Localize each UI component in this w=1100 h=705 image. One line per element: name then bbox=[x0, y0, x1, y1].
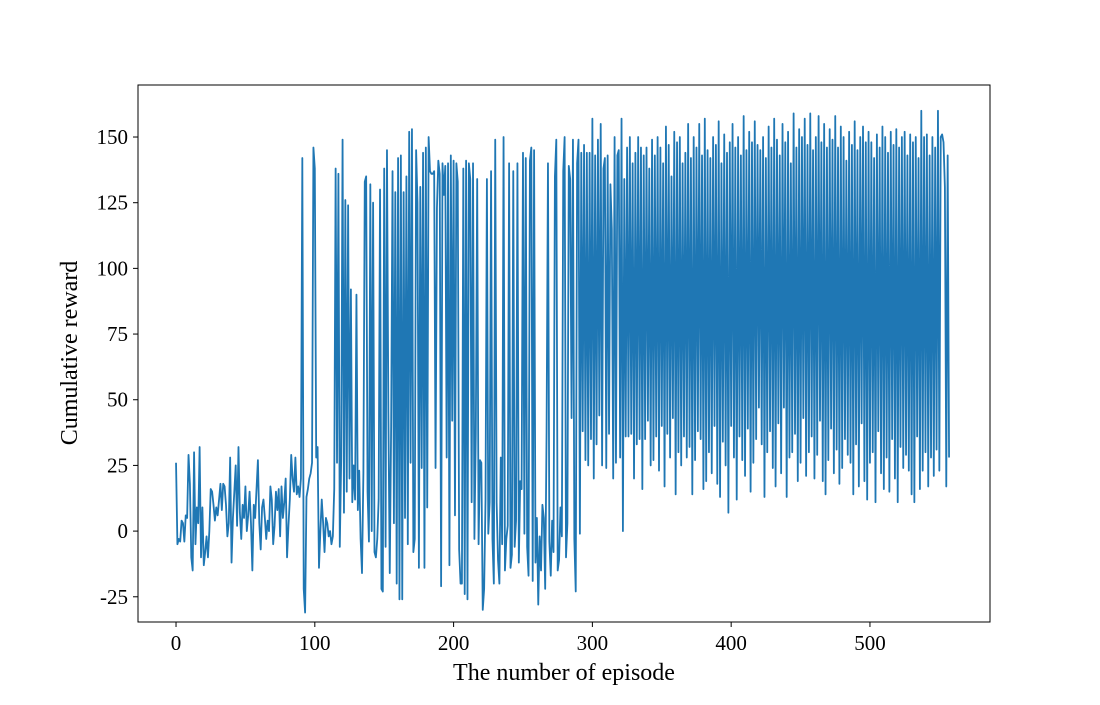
y-tick-label: 150 bbox=[97, 125, 129, 149]
y-tick-label: 100 bbox=[97, 256, 129, 280]
x-tick-label: 300 bbox=[577, 631, 609, 655]
y-tick-label: 75 bbox=[107, 322, 128, 346]
x-tick-label: 0 bbox=[171, 631, 182, 655]
x-tick-label: 100 bbox=[299, 631, 331, 655]
y-tick-label: 125 bbox=[97, 191, 129, 215]
y-tick-label: 50 bbox=[107, 388, 128, 412]
y-tick-label: -25 bbox=[100, 585, 128, 609]
y-tick-label: 0 bbox=[118, 519, 129, 543]
x-axis-label: The number of episode bbox=[453, 660, 675, 686]
x-tick-label: 500 bbox=[854, 631, 886, 655]
y-axis-label: Cumulative reward bbox=[57, 261, 83, 446]
y-tick-label: 25 bbox=[107, 453, 128, 477]
data-line bbox=[175, 109, 950, 614]
x-tick-label: 400 bbox=[715, 631, 747, 655]
plot-frame bbox=[137, 84, 991, 623]
x-tick-label: 200 bbox=[438, 631, 470, 655]
